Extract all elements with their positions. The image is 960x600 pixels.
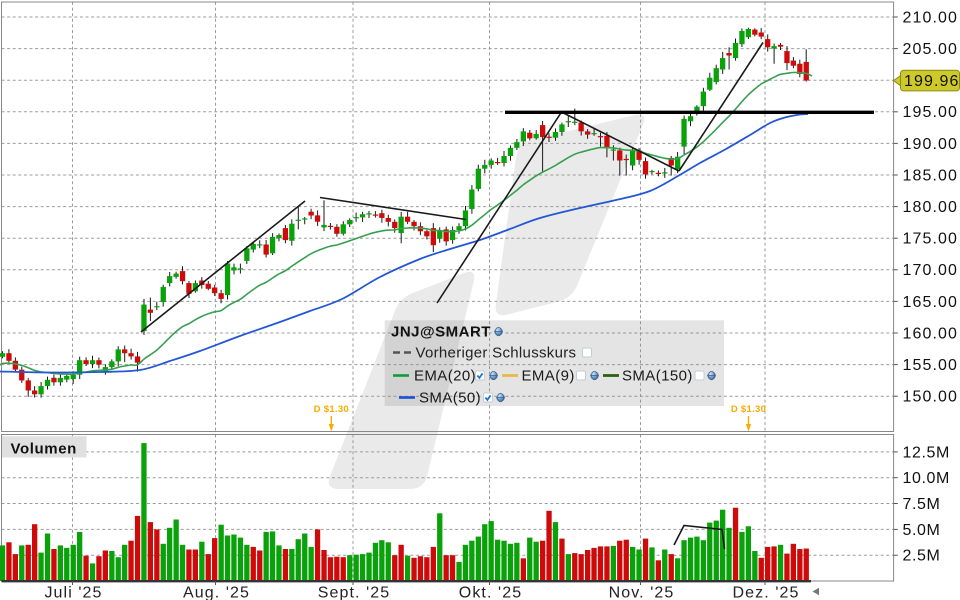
svg-text:Okt. '25: Okt. '25 bbox=[459, 585, 522, 600]
svg-text:Volumen: Volumen bbox=[11, 441, 77, 458]
svg-text:10.0M: 10.0M bbox=[903, 470, 950, 487]
svg-text:155.00: 155.00 bbox=[903, 357, 959, 374]
svg-text:12.5M: 12.5M bbox=[903, 444, 950, 461]
svg-text:JNJ@SMART: JNJ@SMART bbox=[391, 324, 491, 341]
svg-text:170.00: 170.00 bbox=[903, 262, 959, 279]
svg-text:EMA(20): EMA(20) bbox=[414, 368, 476, 385]
svg-text:D $1.30: D $1.30 bbox=[731, 404, 766, 415]
svg-text:195.00: 195.00 bbox=[903, 104, 959, 121]
svg-text:SMA(50): SMA(50) bbox=[419, 390, 481, 407]
svg-text:190.00: 190.00 bbox=[903, 136, 959, 153]
svg-text:Nov. '25: Nov. '25 bbox=[609, 585, 675, 600]
svg-text:160.00: 160.00 bbox=[903, 325, 959, 342]
svg-text:Juli '25: Juli '25 bbox=[44, 585, 102, 600]
svg-text:Sept. '25: Sept. '25 bbox=[318, 585, 391, 600]
svg-text:Vorheriger Schlusskurs: Vorheriger Schlusskurs bbox=[416, 345, 577, 362]
svg-text:Dez. '25: Dez. '25 bbox=[733, 585, 800, 600]
svg-text:5.0M: 5.0M bbox=[903, 522, 941, 539]
svg-text:185.00: 185.00 bbox=[903, 167, 959, 184]
svg-text:205.00: 205.00 bbox=[903, 41, 959, 58]
svg-text:199.96: 199.96 bbox=[904, 73, 960, 90]
svg-text:210.00: 210.00 bbox=[903, 9, 959, 26]
svg-text:7.5M: 7.5M bbox=[903, 496, 941, 513]
svg-text:175.00: 175.00 bbox=[903, 231, 959, 248]
svg-text:EMA(9): EMA(9) bbox=[522, 368, 575, 385]
svg-text:D $1.30: D $1.30 bbox=[314, 404, 349, 415]
svg-text:Aug. '25: Aug. '25 bbox=[183, 585, 250, 600]
svg-text:150.00: 150.00 bbox=[903, 389, 959, 406]
svg-text:165.00: 165.00 bbox=[903, 294, 959, 311]
svg-text:180.00: 180.00 bbox=[903, 199, 959, 216]
svg-text:SMA(150): SMA(150) bbox=[622, 368, 693, 385]
svg-text:2.5M: 2.5M bbox=[903, 548, 941, 565]
